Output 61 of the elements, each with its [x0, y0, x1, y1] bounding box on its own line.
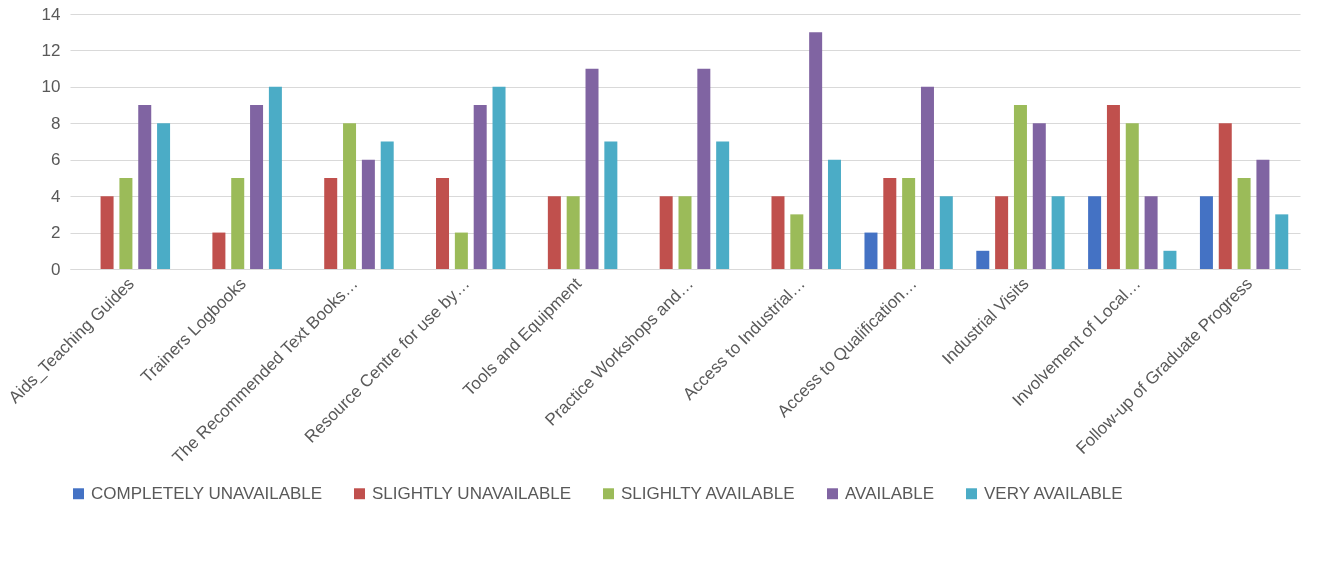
bar: [1144, 196, 1158, 269]
legend-label: SLIGHLTY AVAILABLE: [621, 483, 795, 503]
bar: [920, 86, 934, 269]
bar: [454, 232, 468, 269]
y-tick-label: 4: [51, 186, 61, 206]
bar: [138, 105, 152, 269]
bar: [324, 177, 338, 269]
bar: [1256, 159, 1270, 269]
bar: [604, 141, 618, 269]
bar: [1088, 196, 1102, 269]
bar: [100, 196, 114, 269]
bar: [547, 196, 561, 269]
bar: [157, 123, 171, 269]
bar: [1106, 105, 1120, 269]
bar: [492, 86, 506, 269]
bar: [939, 196, 953, 269]
bar: [1199, 196, 1213, 269]
bar: [1125, 123, 1139, 269]
bar: [809, 32, 823, 269]
bar: [566, 196, 580, 269]
bar: [343, 123, 357, 269]
legend-label: VERY AVAILABLE: [984, 483, 1123, 503]
y-tick-label: 8: [51, 113, 61, 133]
bar: [1032, 123, 1046, 269]
bar: [1051, 196, 1065, 269]
legend-label: SLIGHTLY UNAVAILABLE: [372, 483, 572, 503]
bar: [697, 68, 711, 269]
bar: [473, 105, 487, 269]
bar: [790, 214, 804, 269]
bar: [361, 159, 375, 269]
y-tick-label: 0: [51, 259, 61, 279]
bar: [1275, 214, 1289, 269]
bar: [883, 177, 897, 269]
bar: [212, 232, 226, 269]
bar: [976, 250, 990, 269]
bar: [902, 177, 916, 269]
y-tick-label: 12: [41, 40, 61, 60]
bar: [250, 105, 264, 269]
bar: [268, 86, 282, 269]
bar: [436, 177, 450, 269]
y-tick-label: 10: [41, 77, 61, 97]
bar: [1218, 123, 1232, 269]
bar: [771, 196, 785, 269]
bar: [1237, 177, 1251, 269]
bar: [585, 68, 599, 269]
bar: [231, 177, 245, 269]
bar: [864, 232, 878, 269]
bar: [995, 196, 1009, 269]
bar: [716, 141, 730, 269]
legend-label: AVAILABLE: [845, 483, 935, 503]
bar: [1013, 105, 1027, 269]
y-tick-label: 6: [51, 150, 61, 170]
y-tick-label: 2: [51, 223, 61, 243]
bar: [1163, 250, 1177, 269]
bar: [659, 196, 673, 269]
y-tick-label: 14: [41, 4, 61, 24]
bar: [678, 196, 692, 269]
legend-label: COMPLETELY UNAVAILABLE: [91, 483, 323, 503]
bar: [827, 159, 841, 269]
bar: [380, 141, 394, 269]
bar: [119, 177, 133, 269]
